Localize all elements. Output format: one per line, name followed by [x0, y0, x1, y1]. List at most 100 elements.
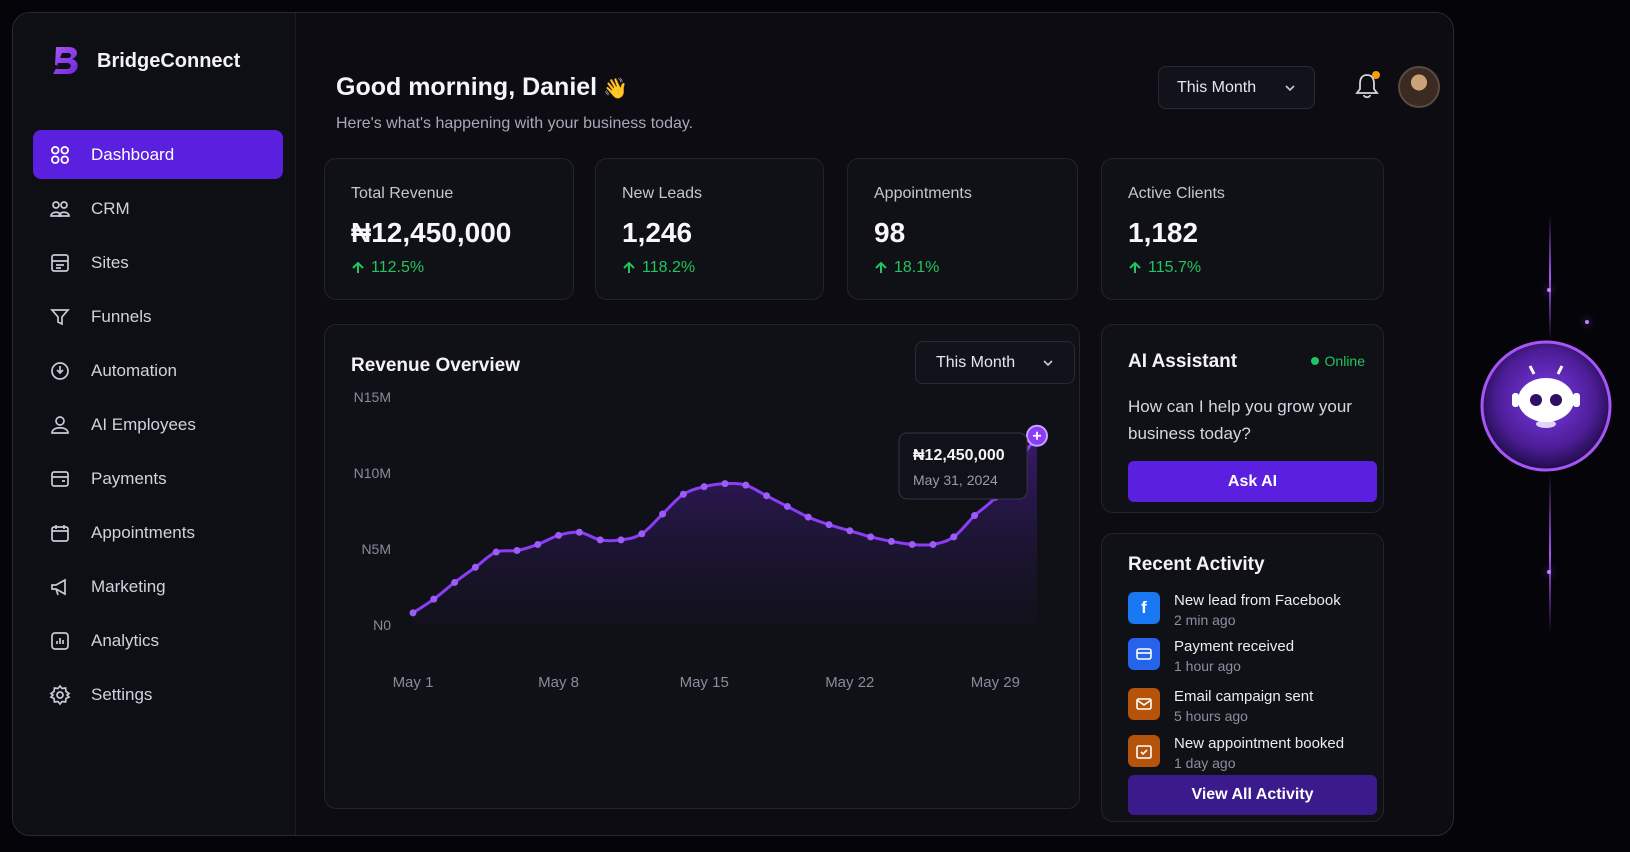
activity-title: New appointment booked [1174, 735, 1345, 752]
sidebar-item-crm[interactable]: CRM [33, 184, 283, 233]
activity-item[interactable]: Email campaign sent 5 hours ago [1128, 688, 1313, 724]
revenue-overview-panel: Revenue Overview This Month N15M N10M N5M N… [324, 324, 1080, 809]
data-point [804, 513, 812, 521]
avatar[interactable] [1398, 66, 1440, 108]
chart-tooltip [898, 432, 1028, 500]
payment-icon [1128, 638, 1160, 670]
data-point [471, 563, 479, 571]
dashboard-icon [49, 144, 71, 166]
ai-question: How can I help you grow your business to… [1128, 397, 1352, 443]
stat-delta-value: 18.1% [894, 259, 940, 276]
sidebar: BridgeConnect Dashboard CRM Sites Funnel… [13, 13, 296, 835]
data-point [638, 530, 646, 538]
robot-icon [1480, 340, 1612, 472]
notification-dot [1372, 71, 1380, 79]
sidebar-item-funnels[interactable]: Funnels [33, 292, 283, 341]
sidebar-item-payments[interactable]: Payments [33, 454, 283, 503]
chart-period-select[interactable]: This Month [915, 341, 1075, 384]
ai-robot-orb[interactable] [1478, 338, 1614, 474]
stat-value: 98 [874, 217, 906, 248]
activity-time: 1 day ago [1174, 755, 1236, 771]
brand[interactable]: BridgeConnect [47, 41, 240, 81]
sidebar-item-label: Funnels [91, 306, 152, 326]
view-all-activity-button[interactable]: View All Activity [1128, 775, 1377, 815]
plus-icon [1033, 431, 1041, 440]
tooltip-value: ₦12,450,000 [913, 447, 1005, 464]
analytics-icon [49, 630, 71, 652]
stat-card-appointments: Appointments 98 18.1% [847, 158, 1078, 300]
glow-beam-bottom [1549, 474, 1551, 634]
stat-card-active-clients: Active Clients 1,182 115.7% [1101, 158, 1384, 300]
page-title: Good morning, Daniel 👋 [336, 73, 628, 102]
activity-title: New lead from Facebook [1174, 592, 1341, 609]
x-tick-label: May 8 [538, 674, 579, 691]
data-point [887, 537, 895, 545]
sidebar-item-label: CRM [91, 198, 130, 218]
sidebar-item-marketing[interactable]: Marketing [33, 562, 283, 611]
funnel-icon [49, 306, 71, 328]
x-tick-label: May 22 [825, 674, 874, 691]
stat-value: 1,182 [1128, 217, 1199, 248]
data-point [783, 502, 791, 510]
sidebar-item-label: AI Employees [91, 414, 196, 434]
activity-title: Email campaign sent [1174, 688, 1314, 705]
sidebar-item-dashboard[interactable]: Dashboard [33, 130, 283, 179]
sidebar-item-settings[interactable]: Settings [33, 670, 283, 719]
activity-item[interactable]: New appointment booked 1 day ago [1128, 735, 1344, 771]
activity-time: 2 min ago [1174, 612, 1236, 628]
layout-icon [49, 252, 71, 274]
sparkle [1585, 320, 1589, 324]
calendar-icon [49, 522, 71, 544]
activity-item[interactable]: f New lead from Facebook 2 min ago [1128, 592, 1341, 628]
sidebar-item-ai-employees[interactable]: AI Employees [33, 400, 283, 449]
data-point [555, 531, 563, 539]
sidebar-item-label: Marketing [91, 576, 166, 596]
stat-label: New Leads [622, 185, 703, 202]
sidebar-item-analytics[interactable]: Analytics [33, 616, 283, 665]
y-tick-label: N10M [354, 465, 391, 481]
x-tick-label: May 1 [393, 674, 434, 691]
data-point [409, 609, 417, 617]
data-point [742, 481, 750, 489]
sidebar-item-sites[interactable]: Sites [33, 238, 283, 287]
calendar-check-icon [1128, 735, 1160, 767]
y-tick-label: N5M [361, 541, 391, 557]
page-subtitle: Here's what's happening with your busine… [336, 115, 694, 132]
sidebar-item-appointments[interactable]: Appointments [33, 508, 283, 557]
stat-label: Total Revenue [351, 185, 454, 202]
sidebar-item-label: Payments [91, 468, 167, 488]
notification-button[interactable] [1353, 71, 1381, 101]
data-point [492, 548, 500, 556]
bridgeconnect-logo-icon [53, 47, 78, 74]
greeting-text: Good morning, Daniel [336, 73, 598, 101]
stat-label: Appointments [874, 185, 972, 202]
chevron-down-icon [1043, 359, 1053, 366]
data-point [929, 540, 937, 548]
data-point [971, 512, 979, 520]
ai-assistant-title: AI Assistant [1128, 351, 1238, 372]
main-content: Good morning, Daniel 👋 Here's what's happ… [296, 13, 1453, 835]
revenue-overview-title: Revenue Overview [351, 355, 520, 376]
sidebar-item-label: Dashboard [91, 144, 175, 164]
stat-delta-value: 112.5% [371, 259, 425, 276]
megaphone-icon [49, 576, 71, 598]
glow-beam-top [1549, 215, 1551, 340]
stat-delta: 18.1% [874, 259, 1051, 277]
stat-delta: 112.5% [351, 259, 547, 277]
activity-item[interactable]: Payment received 1 hour ago [1128, 638, 1294, 674]
data-point [534, 540, 542, 548]
stat-card-new-leads: New Leads 1,246 118.2% [595, 158, 824, 300]
sidebar-item-label: Settings [91, 684, 153, 704]
revenue-chart: N15M N10M N5M N0 May 1 May 8 May 15 May 22 May 2… [354, 389, 1048, 691]
period-select[interactable]: This Month [1158, 66, 1315, 109]
brand-name: BridgeConnect [97, 49, 241, 72]
data-point [513, 547, 521, 555]
data-point [617, 536, 625, 544]
wallet-icon [49, 468, 71, 490]
stat-delta: 118.2% [622, 259, 797, 277]
app-window: BridgeConnect Dashboard CRM Sites Funnel… [12, 12, 1454, 836]
y-tick-label: N0 [373, 617, 391, 633]
stat-label: Active Clients [1128, 185, 1225, 202]
sidebar-item-automation[interactable]: Automation [33, 346, 283, 395]
ask-ai-button[interactable]: Ask AI [1128, 461, 1377, 502]
